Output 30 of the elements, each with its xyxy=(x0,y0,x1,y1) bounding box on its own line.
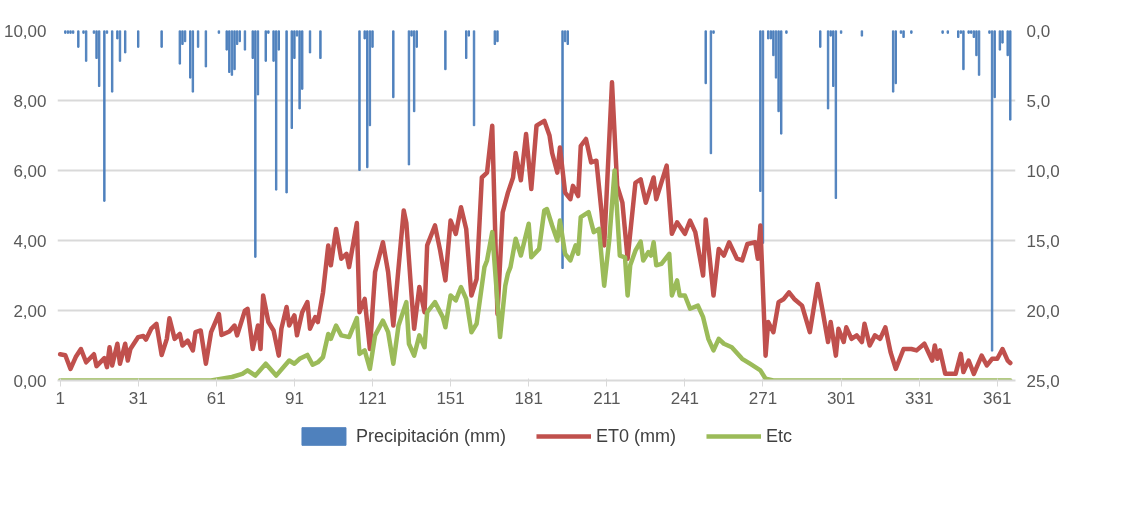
x-tick-label: 151 xyxy=(436,388,465,408)
x-tick-label: 271 xyxy=(748,388,778,408)
legend-label: Etc xyxy=(766,425,793,447)
y-tick-label: 4,00 xyxy=(13,231,47,251)
y-tick-label: 6,00 xyxy=(13,161,47,181)
y-tick-label: 10,00 xyxy=(3,21,47,41)
x-tick-label: 241 xyxy=(670,388,700,408)
x-tick-label: 361 xyxy=(983,388,1012,408)
y2-tick-label: 25,0 xyxy=(1026,371,1060,391)
y2-tick-label: 0,0 xyxy=(1026,21,1051,41)
y2-tick-label: 20,0 xyxy=(1026,301,1060,321)
y2-tick-label: 15,0 xyxy=(1026,231,1060,251)
line-series xyxy=(57,168,1013,381)
x-tick-label: 331 xyxy=(905,388,934,408)
x-tick-label: 211 xyxy=(593,388,621,408)
line-series xyxy=(57,80,1013,377)
x-tick-label: 31 xyxy=(128,388,148,408)
x-tick-label: 61 xyxy=(206,388,226,408)
x-tick-label: 1 xyxy=(55,388,65,408)
x-tick-label: 121 xyxy=(358,388,387,408)
y-tick-label: 2,00 xyxy=(13,301,47,321)
y-tick-label: 0,00 xyxy=(13,371,47,391)
legend-label: Precipitación (mm) xyxy=(355,425,507,447)
y2-tick-label: 10,0 xyxy=(1026,161,1060,181)
y2-tick-label: 5,0 xyxy=(1026,91,1051,111)
x-tick-label: 181 xyxy=(514,388,543,408)
x-tick-label: 91 xyxy=(284,388,304,408)
y-tick-label: 8,00 xyxy=(13,91,47,111)
legend-label: ET0 (mm) xyxy=(596,425,677,447)
x-tick-label: 301 xyxy=(826,388,856,408)
